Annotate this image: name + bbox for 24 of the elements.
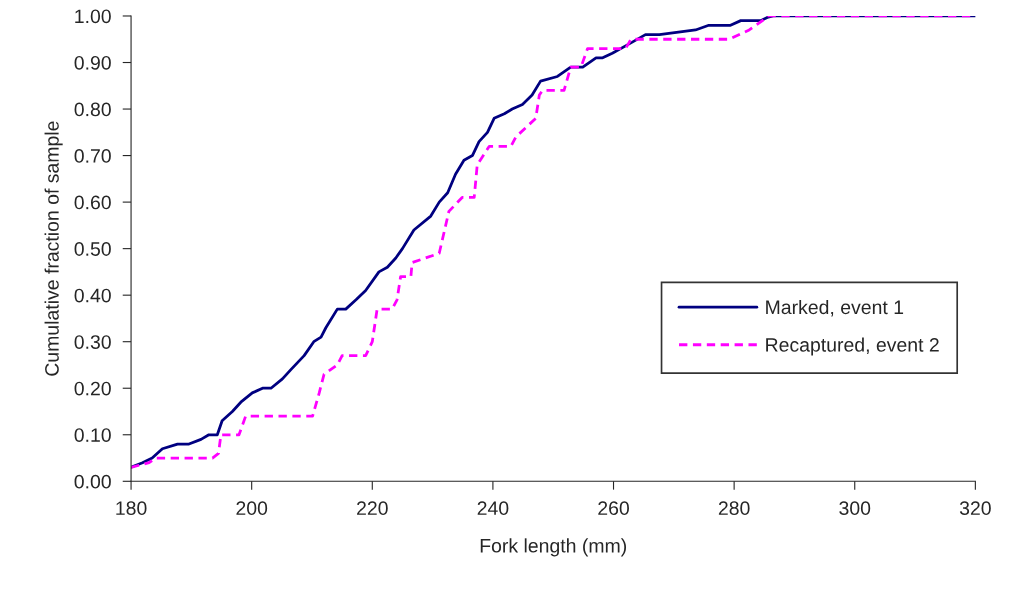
legend-label: Recaptured, event 2	[766, 337, 939, 356]
y-tick-label: 0.70	[74, 149, 111, 163]
y-tick-label: 0.80	[74, 102, 111, 117]
y-tick-label: 1.00	[75, 9, 111, 24]
x-tick-label: 320	[959, 501, 991, 516]
x-tick-label: 220	[357, 501, 388, 516]
y-tick-label: 0.30	[74, 335, 111, 349]
x-tick-label: 300	[839, 501, 871, 516]
x-tick-label: 240	[477, 501, 509, 516]
legend-label: Marked, event 1	[766, 299, 904, 317]
y-tick-label: 0.60	[74, 195, 111, 210]
y-tick-label: 0.00	[74, 474, 111, 489]
line-series	[131, 15, 976, 469]
x-tick-label: 260	[598, 501, 629, 516]
y-tick-label: 0.50	[74, 242, 111, 256]
y-tick-label: 0.40	[74, 288, 111, 303]
x-axis-title: Fork length (mm)	[480, 538, 627, 557]
y-tick-label: 0.90	[74, 55, 111, 70]
x-tick-label: 280	[718, 501, 750, 516]
y-tick-label: 0.20	[74, 381, 111, 396]
y-tick-label: 0.10	[74, 428, 111, 442]
x-tick-label: 180	[116, 501, 147, 516]
x-tick-label: 200	[236, 501, 268, 516]
y-axis-title: Cumulative fraction of sample	[44, 121, 63, 376]
